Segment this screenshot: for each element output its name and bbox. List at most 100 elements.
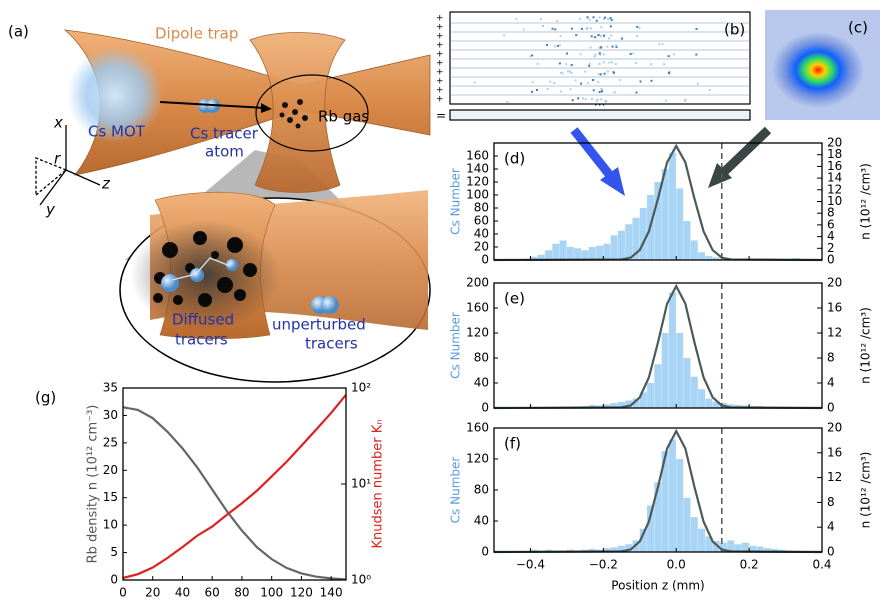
histogram-bar [639, 208, 647, 260]
histogram-bar [603, 548, 611, 552]
speck [503, 34, 506, 37]
tracer-arrow [159, 101, 266, 109]
histogram-bar [683, 497, 691, 552]
speck [591, 79, 594, 82]
speck [618, 79, 621, 82]
speck [545, 43, 548, 46]
tracer-label: Cs tracer [190, 125, 259, 143]
histogram-bar [727, 404, 735, 408]
histogram-bar [676, 459, 684, 552]
y2-axis-label: n (10¹² /cm³) [859, 307, 873, 384]
speck [602, 53, 605, 56]
histogram-bar [610, 403, 618, 408]
speck [556, 44, 559, 47]
tracer-arrow-head [261, 103, 272, 113]
y-tick-label: 15 [103, 490, 118, 504]
axis-r-label: r [54, 150, 61, 168]
histogram-bar [588, 247, 596, 260]
x-tick-label: 100 [260, 586, 283, 600]
y2-tick-label: 10 [827, 194, 842, 208]
x-tick-label: 80 [234, 586, 249, 600]
y2-tick-label: 16 [827, 301, 842, 315]
y2-tick-label: 2 [827, 241, 835, 255]
y2-tick-label: 4 [827, 229, 835, 243]
speck [598, 46, 601, 49]
speck [603, 61, 606, 64]
panel-label: (d) [504, 150, 525, 168]
y2-tick-label: 8 [827, 351, 835, 365]
plus-sign: + [436, 50, 444, 60]
panel-label: (b) [724, 21, 745, 39]
panel-label: (a) [8, 23, 29, 41]
y-tick-label: 40 [474, 227, 489, 241]
x-tick-label: 0.4 [812, 558, 831, 572]
line-series [122, 406, 347, 581]
speck [592, 89, 595, 92]
histogram-bar [734, 544, 742, 552]
histogram-bar [603, 404, 611, 408]
y-tick-label: 0 [481, 545, 489, 559]
speck [650, 79, 653, 82]
speck [570, 64, 573, 67]
plus-sign: + [436, 23, 444, 33]
speck [598, 52, 601, 55]
y2-axis-label: n (10¹² /cm³) [859, 452, 873, 529]
y-tick-label: 30 [103, 408, 118, 422]
y2-tick-label: 4 [827, 520, 835, 534]
speck [561, 72, 564, 75]
histogram-bar [530, 256, 538, 260]
speck [539, 17, 542, 20]
y-axis-label: Cs Number [449, 312, 463, 379]
histogram-bar [581, 250, 589, 260]
y-tick-label: 120 [466, 175, 489, 189]
speck [668, 71, 671, 74]
speck [551, 27, 554, 30]
y2-tick-label: 12 [827, 326, 842, 340]
histogram-bar [545, 250, 553, 260]
speck [614, 62, 617, 65]
histogram-bar [632, 217, 640, 260]
speck [639, 80, 642, 83]
y2-tick-label: 0 [827, 545, 835, 559]
speck [615, 46, 618, 49]
speck [608, 37, 611, 40]
speck [522, 28, 525, 31]
plus-sign: + [436, 77, 444, 87]
histogram-bar [712, 257, 720, 260]
y2-tick-label: 0 [827, 253, 835, 267]
histogram-bar [668, 439, 676, 552]
arrow [720, 126, 772, 176]
y-tick-label: 120 [466, 326, 489, 340]
histogram-bar [690, 517, 698, 552]
histogram-bar [610, 547, 618, 552]
speck [610, 19, 613, 22]
y-tick-label: 160 [466, 149, 489, 163]
speck [549, 80, 552, 83]
speck [600, 88, 603, 91]
y-axis-label: Rb density n (10¹² cm⁻³) [86, 405, 101, 564]
y2-tick-label: 20 [827, 276, 842, 290]
speck [611, 61, 614, 64]
speck [588, 64, 591, 67]
panel-label: (g) [35, 389, 56, 407]
speck [565, 63, 568, 66]
speck [600, 46, 603, 49]
y2-tick-label: 16 [827, 159, 842, 173]
y-tick-label: 25 [103, 435, 118, 449]
speck [607, 18, 610, 21]
diffused-tracer [226, 259, 238, 271]
axis-y-label: y [45, 201, 56, 219]
histogram-bar [719, 542, 727, 552]
histogram-bar [625, 400, 633, 408]
speck [597, 73, 600, 76]
y-tick-label: 0 [110, 573, 118, 587]
speck [580, 82, 583, 85]
speck [531, 81, 534, 84]
plus-sign: + [436, 32, 444, 42]
coordinate-axes [35, 125, 101, 206]
y-tick-label: 80 [474, 483, 489, 497]
histogram-bar [639, 528, 647, 552]
arrow-head [708, 163, 732, 188]
y2-tick-label: 6 [827, 217, 835, 231]
speck [571, 99, 574, 102]
